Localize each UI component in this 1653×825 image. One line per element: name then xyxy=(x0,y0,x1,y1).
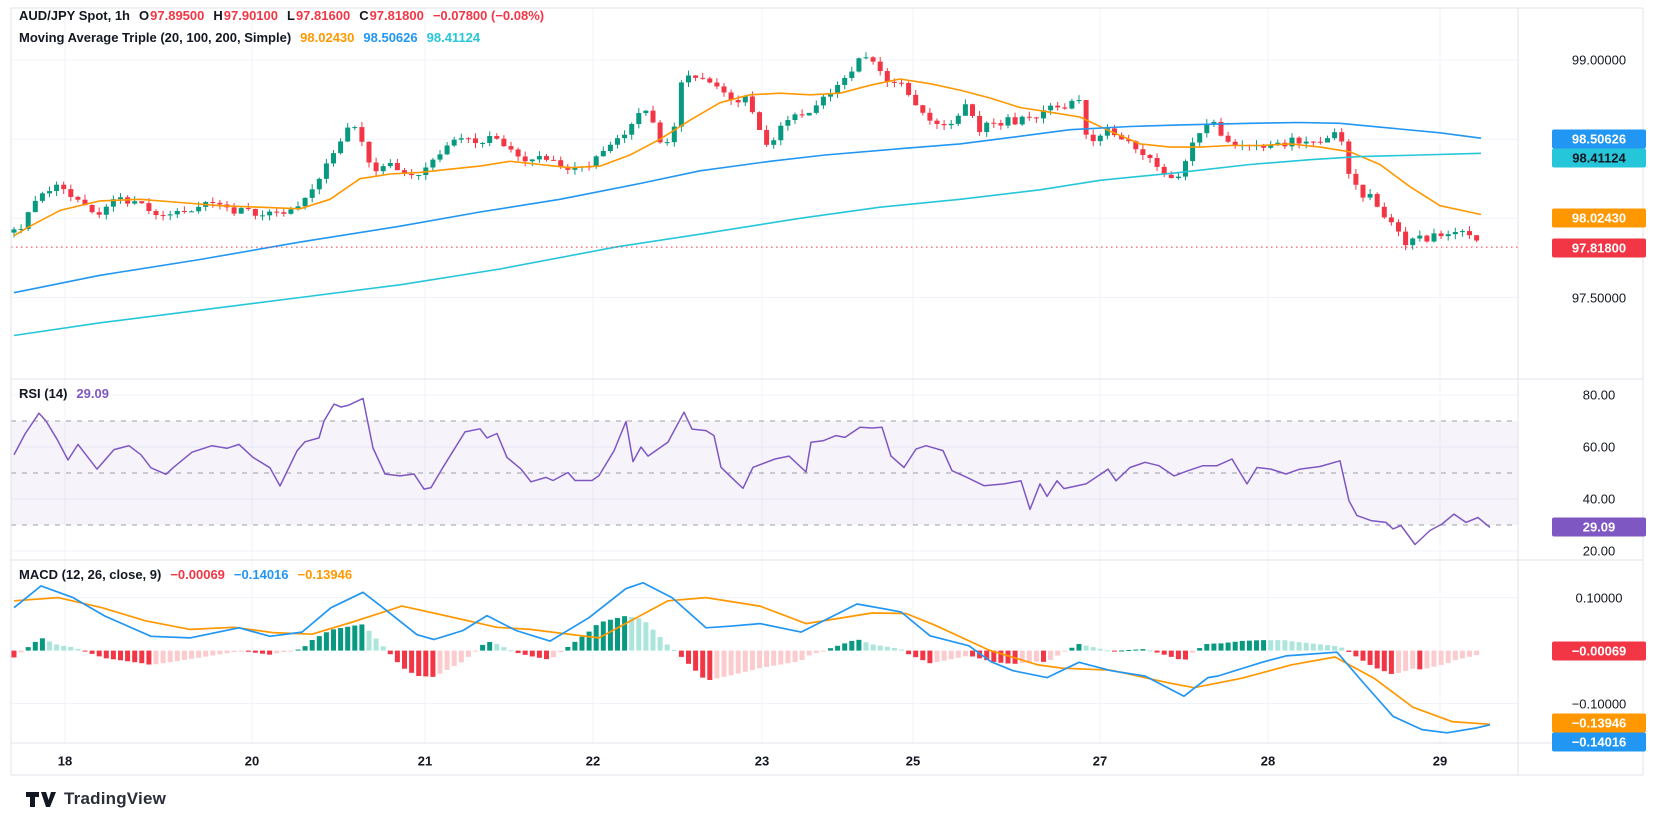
macd-axis-badge: −0.14016 xyxy=(1552,732,1646,751)
macd-axis-badge: −0.13946 xyxy=(1552,713,1646,732)
rsi-axis-label: 40.00 xyxy=(1582,491,1616,507)
time-axis-label: 23 xyxy=(754,753,770,769)
tradingview-logo-icon xyxy=(26,792,56,807)
time-axis-label: 28 xyxy=(1260,753,1276,769)
tradingview-logo[interactable]: TradingView xyxy=(26,789,166,809)
time-axis-label: 27 xyxy=(1092,753,1108,769)
ma-legend[interactable]: Moving Average Triple (20, 100, 200, Sim… xyxy=(19,30,480,45)
time-axis-label: 18 xyxy=(57,753,73,769)
symbol-title: AUD/JPY Spot, 1h xyxy=(19,8,131,23)
price-axis-badge: 98.02430 xyxy=(1552,208,1646,228)
rsi-axis-label: 60.00 xyxy=(1582,439,1616,455)
price-axis-label: 99.00000 xyxy=(1571,52,1627,68)
price-axis-badge: 97.81800 xyxy=(1552,238,1646,257)
rsi-legend[interactable]: RSI (14) 29.09 xyxy=(19,386,109,401)
rsi-axis-label: 20.00 xyxy=(1582,543,1616,559)
macd-label: MACD (12, 26, close, 9) xyxy=(19,567,162,582)
macd-hist-value: −0.00069 xyxy=(170,567,225,582)
ma100-value: 98.50626 xyxy=(363,30,418,45)
price-axis-badge: 98.41124 xyxy=(1552,148,1646,167)
macd-line-value: −0.14016 xyxy=(233,567,289,582)
time-axis-label: 20 xyxy=(244,753,260,769)
time-axis-label: 25 xyxy=(905,753,921,769)
macd-legend[interactable]: MACD (12, 26, close, 9) −0.00069 −0.1401… xyxy=(19,567,352,582)
macd-signal-value: −0.13946 xyxy=(297,567,353,582)
ohlc-open: O 97.89500 xyxy=(139,8,205,23)
price-axis-badge: 98.50626 xyxy=(1552,129,1646,149)
price-axis-label: 97.50000 xyxy=(1571,290,1627,305)
time-axis-label: 21 xyxy=(417,753,433,769)
ohlc-high: H 97.90100 xyxy=(213,8,278,23)
macd-axis-badge: −0.00069 xyxy=(1552,641,1646,661)
rsi-axis-badge: 29.09 xyxy=(1552,517,1646,537)
tradingview-logo-text: TradingView xyxy=(64,789,167,808)
macd-axis-label: −0.10000 xyxy=(1571,696,1627,711)
ma200-value: 98.41124 xyxy=(426,30,481,45)
ma20-value: 98.02430 xyxy=(300,30,355,45)
rsi-label: RSI (14) xyxy=(19,386,68,401)
ohlc-low: L 97.81600 xyxy=(287,8,351,23)
time-axis-label: 29 xyxy=(1432,753,1448,769)
ohlc-close: C 97.81800 xyxy=(359,8,424,23)
symbol-legend[interactable]: AUD/JPY Spot, 1h O 97.89500 H 97.90100 L 97… xyxy=(19,8,544,23)
ma-legend-title: Moving Average Triple (20, 100, 200, Sim… xyxy=(19,30,292,45)
price-change: −0.07800 (−0.08%) xyxy=(432,8,545,23)
rsi-axis-label: 80.00 xyxy=(1582,387,1616,403)
macd-axis-label: 0.10000 xyxy=(1575,590,1623,605)
rsi-value: 29.09 xyxy=(76,386,109,401)
time-axis-label: 22 xyxy=(585,753,601,769)
